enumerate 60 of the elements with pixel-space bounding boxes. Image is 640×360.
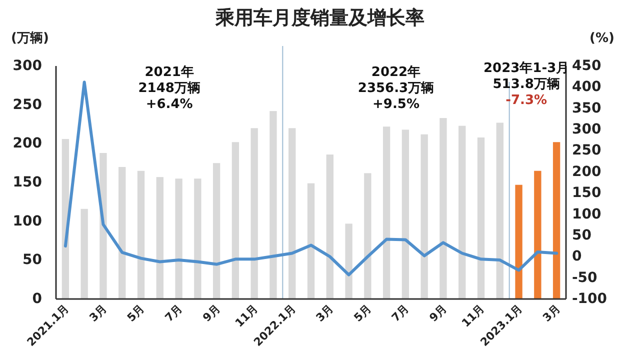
- bar: [496, 122, 504, 299]
- bar: [515, 184, 522, 299]
- bar: [534, 170, 542, 299]
- x-tick-label: 3月: [86, 302, 110, 324]
- x-tick-label: 5月: [351, 302, 374, 324]
- y2-tick-label: 0: [572, 248, 582, 265]
- bar: [552, 142, 560, 299]
- bar: [307, 183, 315, 299]
- annotation: -7.3%: [506, 93, 548, 108]
- y-tick-label: 200: [12, 136, 42, 152]
- chart-title: 乘用车月度销量及增长率: [214, 7, 424, 29]
- bar: [364, 173, 372, 299]
- y2-tick-label: 150: [572, 185, 602, 202]
- y2-tick-label: 400: [572, 79, 602, 96]
- y2-tick-label: 100: [572, 206, 602, 222]
- bar: [212, 163, 220, 299]
- annotation: 2022年 2356.3万辆 +9.5%: [358, 65, 434, 112]
- x-tick-label: 5月: [124, 302, 148, 324]
- y2-tick-label: -100: [572, 291, 608, 307]
- y2-axis-title: (%): [590, 31, 614, 46]
- bar: [175, 178, 182, 299]
- bar: [458, 126, 466, 299]
- y2-tick-label: 350: [572, 100, 602, 116]
- bar: [270, 111, 277, 299]
- bar: [232, 142, 240, 299]
- bar: [288, 128, 296, 299]
- bar: [250, 128, 258, 299]
- bar: [440, 118, 447, 299]
- bar: [137, 170, 145, 299]
- bar: [382, 126, 390, 299]
- annotation: 2021年 2148万辆 +6.4%: [138, 65, 200, 112]
- x-tick-label: 7月: [162, 302, 185, 324]
- bar: [326, 154, 334, 299]
- bar: [118, 166, 126, 299]
- x-tick-label: 3月: [540, 302, 563, 324]
- y2-tick-label: 450: [572, 58, 602, 74]
- bar: [402, 130, 410, 299]
- bar: [345, 224, 352, 299]
- y2-tick-label: 50: [572, 227, 592, 244]
- y2-tick-label: 200: [572, 164, 602, 180]
- y-tick-label: 250: [12, 96, 42, 113]
- x-tick-label: 9月: [426, 302, 450, 324]
- y-axis-title: (万辆): [11, 31, 49, 46]
- bar: [100, 152, 107, 299]
- y-tick-label: 150: [12, 174, 42, 190]
- x-tick-label: 7月: [389, 302, 412, 324]
- bar: [194, 178, 202, 299]
- y-tick-label: 100: [12, 213, 42, 230]
- x-tick-label: 3月: [314, 302, 336, 324]
- bar: [420, 134, 428, 299]
- y-tick-label: 0: [32, 291, 42, 307]
- bar: [477, 137, 485, 299]
- y2-tick-label: -50: [572, 270, 598, 286]
- y2-tick-label: 250: [572, 142, 602, 159]
- bar: [80, 208, 88, 299]
- y-tick-label: 50: [22, 252, 42, 268]
- x-tick-label: 9月: [200, 302, 223, 324]
- y2-tick-label: 300: [572, 122, 602, 138]
- y-tick-label: 300: [12, 58, 42, 74]
- bar: [156, 177, 164, 299]
